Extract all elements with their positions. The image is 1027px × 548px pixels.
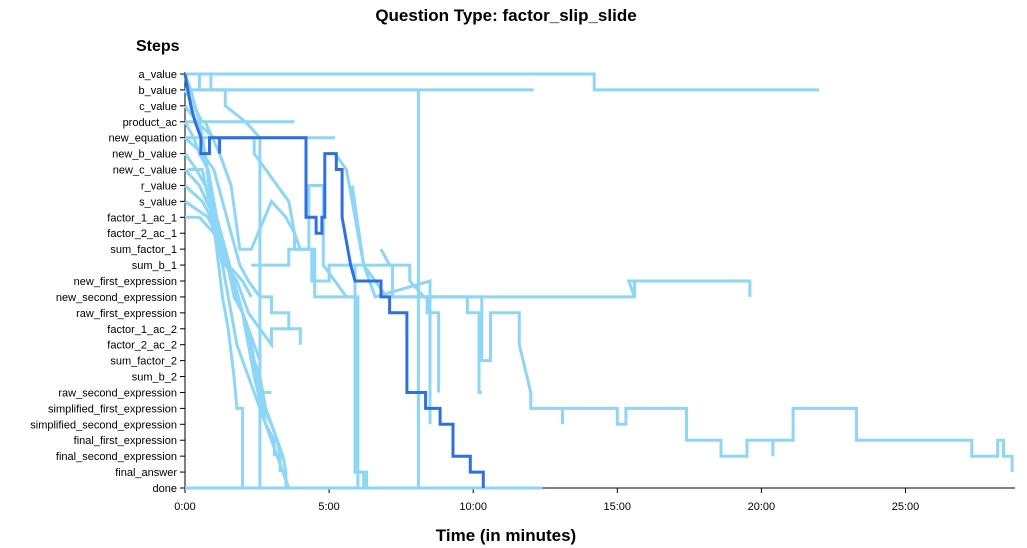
x-axis-title: Time (in minutes) [436, 526, 576, 545]
y-tick-label: factor_2_ac_1 [107, 228, 177, 240]
y-tick-label: raw_first_expression [76, 308, 177, 320]
x-tick-label: 5:00 [318, 501, 339, 513]
y-tick-label: new_c_value [113, 165, 177, 177]
y-tick-label: final_second_expression [56, 451, 177, 463]
traces [183, 72, 1014, 490]
trace-line-25 [187, 168, 276, 457]
trace-line-24 [421, 279, 752, 299]
y-tick-label: new_equation [108, 133, 177, 145]
y-tick-label: factor_1_ac_2 [107, 324, 177, 336]
y-tick-label: raw_second_expression [58, 387, 177, 399]
x-tick-label: 15:00 [604, 501, 632, 513]
trace-line-21 [251, 247, 366, 488]
trace-line-20 [350, 185, 432, 425]
y-tick-label: sum_factor_2 [110, 356, 177, 368]
y-tick-label: a_value [138, 69, 177, 81]
y-axis: a_value b_value c_value product_ac new_equat… [30, 69, 186, 495]
x-axis: 0:00 5:00 10:00 15:00 20:00 25:00 [174, 487, 1015, 513]
x-tick-label: 0:00 [174, 501, 195, 513]
y-tick-label: done [153, 483, 177, 495]
x-tick-label: 25:00 [892, 501, 920, 513]
y-tick-label: factor_1_ac_1 [107, 212, 177, 224]
trace-line-2 [185, 72, 534, 92]
trace-line-15 [184, 200, 272, 394]
chart-title: Question Type: factor_slip_slide [375, 6, 636, 25]
trace-line-7 [185, 72, 262, 488]
y-tick-label: new_second_expression [56, 292, 177, 304]
trace-line-1 [185, 72, 819, 92]
x-tick-label: 10:00 [459, 501, 487, 513]
y-tick-label: sum_b_2 [132, 372, 177, 384]
y-tick-label: sum_factor_1 [110, 244, 177, 256]
y-tick-label: final_answer [115, 467, 177, 479]
trace-line-19 [333, 152, 441, 393]
x-tick-label: 20:00 [748, 501, 776, 513]
trace-line-22 [346, 263, 482, 394]
highlighted-trace [183, 73, 485, 488]
y-tick-label: factor_2_ac_2 [107, 340, 177, 352]
y-tick-label: new_first_expression [74, 276, 177, 288]
y-tick-label: s_value [139, 196, 177, 208]
trace-line-13 [183, 168, 292, 350]
y-tick-label: simplified_first_expression [48, 403, 177, 415]
trace-line-3 [185, 88, 420, 488]
y-tick-label: final_first_expression [74, 435, 177, 447]
y-tick-label: r_value [141, 180, 177, 192]
y-tick-label: product_ac [123, 117, 178, 129]
y-tick-label: simplified_second_expression [30, 419, 177, 431]
trace-line-16 [185, 215, 253, 298]
y-axis-title: Steps [136, 38, 180, 55]
y-tick-label: sum_b_1 [132, 260, 177, 272]
y-tick-label: b_value [138, 85, 177, 97]
y-tick-label: c_value [139, 101, 177, 113]
trace-line-10 [183, 136, 302, 345]
y-tick-label: new_b_value [112, 149, 177, 161]
trace-line-23 [379, 248, 1014, 473]
